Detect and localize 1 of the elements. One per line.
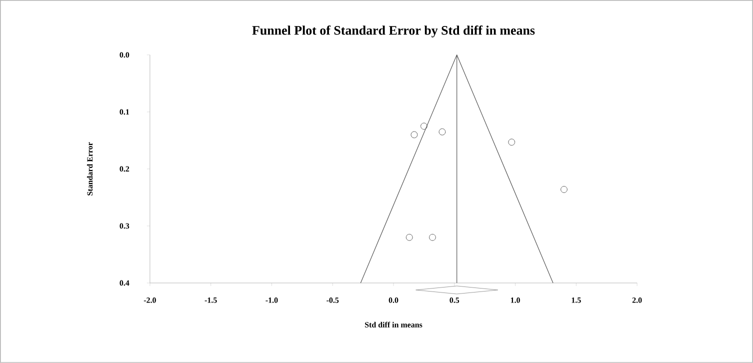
chart-title: Funnel Plot of Standard Error by Std diff in means [252,26,535,38]
